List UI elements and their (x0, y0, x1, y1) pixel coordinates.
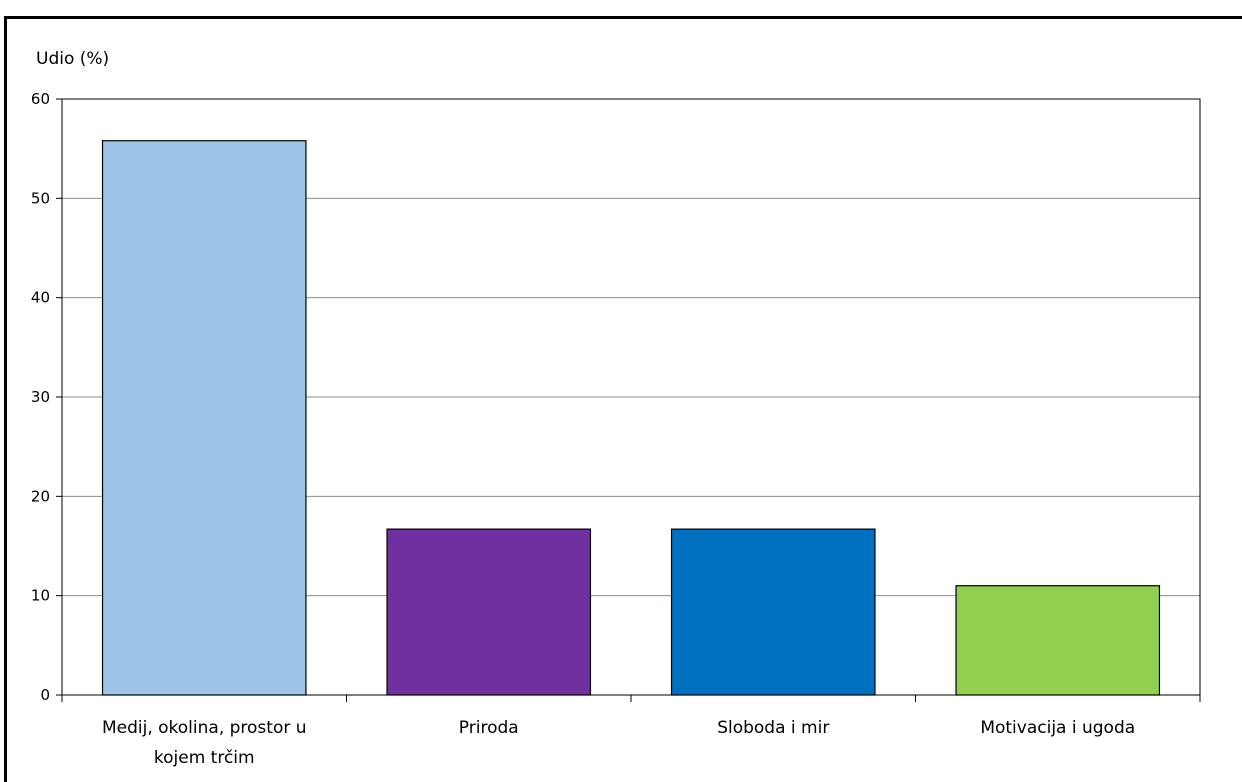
bar (955, 585, 1161, 696)
axes (56, 98, 1201, 702)
y-tick-label: 30 (31, 388, 50, 406)
y-tick-labels: 0 10 20 30 40 50 60 (31, 90, 50, 704)
bar (670, 528, 876, 696)
x-category-label: Medij, okolina, prostor u (102, 718, 307, 738)
y-tick-label: 50 (31, 189, 50, 207)
bar (386, 528, 592, 696)
x-category-label: Priroda (459, 718, 519, 738)
y-tick-label: 40 (31, 289, 50, 307)
y-axis-title: Udio (%) (36, 49, 109, 69)
x-category-label: kojem trčim (154, 748, 255, 768)
y-tick-label: 10 (31, 587, 50, 605)
bar (101, 140, 307, 696)
x-category-label: Motivacija i ugoda (980, 718, 1135, 738)
y-tick-label: 20 (31, 487, 50, 505)
y-tick-label: 0 (40, 686, 50, 704)
x-category-labels: Medij, okolina, prostor u kojem trčim Prir… (102, 718, 1135, 768)
y-tick-label: 60 (31, 90, 50, 108)
x-category-label: Sloboda i mir (717, 718, 829, 738)
bars (101, 140, 1161, 696)
